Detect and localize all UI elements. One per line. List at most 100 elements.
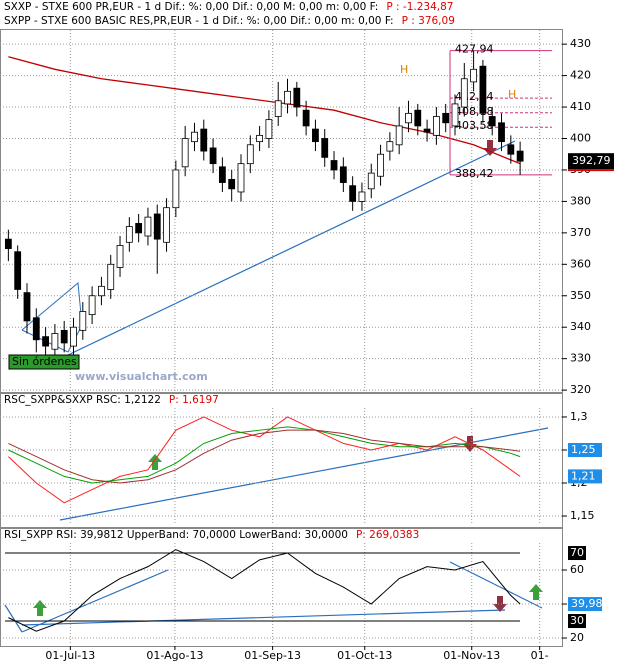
candle-body xyxy=(88,295,96,316)
y-tick-label: 340 xyxy=(570,320,591,333)
buy-arrow xyxy=(148,454,162,470)
candle-body xyxy=(423,128,431,133)
candle-body xyxy=(265,119,273,139)
y-tick-label: 1,15 xyxy=(570,509,595,522)
level-label: 412,84 xyxy=(455,90,494,103)
candle-body xyxy=(125,226,133,243)
level-label: 427,94 xyxy=(455,43,494,56)
x-tick-label: 01- xyxy=(531,649,549,662)
x-tick-label: 01-Sep-13 xyxy=(244,649,301,662)
watermark: www.visualchart.com xyxy=(75,370,208,383)
panel-header: RSC_SXPP&SXXP RSC: 1,2122 xyxy=(4,394,161,406)
candle-body xyxy=(349,185,357,202)
y-tick-label: 20 xyxy=(570,631,584,644)
candle-body xyxy=(237,163,245,193)
value-badge xyxy=(568,469,602,484)
candle-body xyxy=(274,100,282,117)
pattern-label: H xyxy=(400,63,408,76)
order-status: Sin órdenes xyxy=(12,355,77,368)
candle-body xyxy=(107,263,115,290)
candle-body xyxy=(4,238,12,249)
candle-body xyxy=(405,112,412,124)
price-panel xyxy=(0,29,563,393)
candle-body xyxy=(14,251,22,290)
sell-arrow xyxy=(493,596,507,612)
y-tick-label: 330 xyxy=(570,352,591,365)
candle-body xyxy=(246,144,254,165)
candle-body xyxy=(191,131,198,143)
panel-header-price: P : 376,09 xyxy=(402,15,455,27)
trend-line xyxy=(21,609,506,626)
series-line xyxy=(8,549,521,632)
candle-body xyxy=(32,317,40,341)
candle-body xyxy=(284,90,291,105)
candle-body xyxy=(479,65,487,114)
x-tick-label: 01-Jul-13 xyxy=(45,649,95,662)
band-badge xyxy=(568,614,586,629)
candle-body xyxy=(153,213,161,240)
candle-body xyxy=(339,166,347,183)
candle-body xyxy=(367,172,375,190)
trend-line xyxy=(67,140,516,356)
panel-header: SXXP - STXE 600 PR,EUR - 1 d Dif.: %: 0,… xyxy=(4,1,378,13)
pattern-label: H xyxy=(508,88,516,101)
rsc-panel xyxy=(0,393,563,528)
candle-body xyxy=(507,144,515,155)
candle-body xyxy=(98,285,105,297)
candle-body xyxy=(460,78,468,108)
candle-body xyxy=(293,87,301,108)
y-tick-label: 360 xyxy=(570,257,591,270)
y-tick-label: 410 xyxy=(570,100,591,113)
candle-body xyxy=(321,138,329,158)
y-tick-label: 370 xyxy=(570,226,591,239)
panel-header: RSI_SXPP RSI: 39,9812 UpperBand: 70,0000… xyxy=(4,529,348,541)
candle-body xyxy=(42,336,49,347)
candle-body xyxy=(60,329,68,344)
candle-body xyxy=(79,311,87,331)
sell-arrow xyxy=(483,140,497,156)
candle-body xyxy=(414,109,422,127)
panel-header-price: P: 1,6197 xyxy=(169,394,219,406)
value-badge-label: 1,21 xyxy=(571,469,596,482)
candle-body xyxy=(256,134,263,143)
last-price-label: 392,79 xyxy=(572,154,611,167)
candle-body xyxy=(228,178,236,190)
x-tick-label: 01-Nov-13 xyxy=(443,649,500,662)
candle-body xyxy=(181,138,189,168)
candle-body xyxy=(488,116,496,127)
value-badge-label: 39,98 xyxy=(571,597,603,610)
candle-body xyxy=(116,245,124,268)
candle-body xyxy=(172,169,180,209)
series-line xyxy=(8,429,521,484)
level-label: 403,58 xyxy=(455,119,494,132)
candle-body xyxy=(312,128,319,143)
level-label: 408,18 xyxy=(455,105,494,118)
candle-body xyxy=(135,223,143,234)
y-tick-label: 420 xyxy=(570,69,591,82)
candle-body xyxy=(218,166,226,183)
candle-body xyxy=(302,109,310,127)
candle-body xyxy=(51,333,59,350)
candle-body xyxy=(144,216,152,237)
value-badge xyxy=(568,597,602,612)
candle-body xyxy=(330,160,338,171)
series-line xyxy=(8,426,521,484)
last-price-badge xyxy=(568,153,614,170)
trend-line xyxy=(59,427,549,521)
y-tick-label: 380 xyxy=(570,194,591,207)
y-tick-label: 350 xyxy=(570,289,591,302)
candle-body xyxy=(23,292,31,322)
candle-body xyxy=(386,141,394,152)
candle-body xyxy=(200,128,208,152)
rsi-panel xyxy=(0,528,563,647)
candle-body xyxy=(377,153,384,177)
candle-body xyxy=(395,125,403,146)
candle-body xyxy=(432,116,440,136)
candle-body xyxy=(70,326,77,347)
candle-body xyxy=(451,103,459,127)
candle-body xyxy=(498,122,505,143)
panel-header-price: P: 269,0383 xyxy=(356,529,419,541)
x-tick-label: 01-Oct-13 xyxy=(337,649,392,662)
